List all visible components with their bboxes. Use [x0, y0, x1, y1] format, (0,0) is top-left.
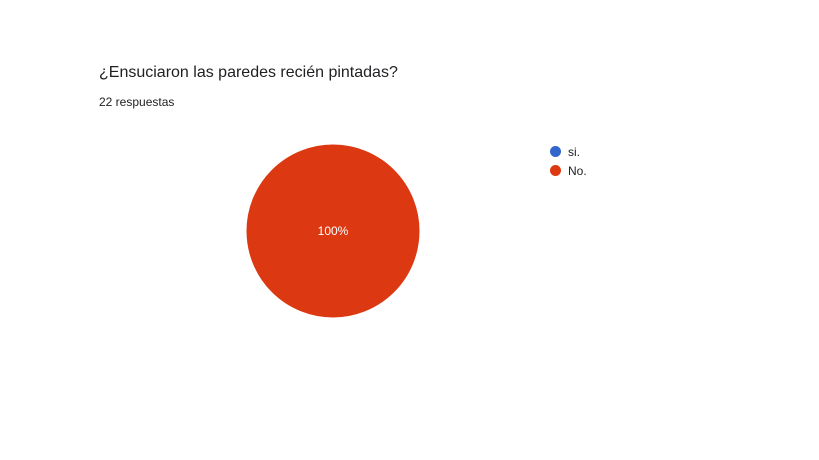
legend-item-1[interactable]: si. — [550, 142, 587, 161]
legend-swatch-icon — [550, 146, 561, 157]
response-count: 22 respuestas — [99, 95, 175, 109]
question-title: ¿Ensuciaron las paredes recién pintadas? — [99, 64, 398, 81]
legend-label: si. — [568, 144, 580, 159]
chart-legend: si. No. — [550, 142, 587, 180]
legend-item-2[interactable]: No. — [550, 161, 587, 180]
pie-slice-label-2: 100% — [318, 224, 349, 238]
legend-swatch-icon — [550, 165, 561, 176]
legend-label: No. — [568, 163, 587, 178]
pie-slice-2[interactable] — [245, 143, 421, 319]
